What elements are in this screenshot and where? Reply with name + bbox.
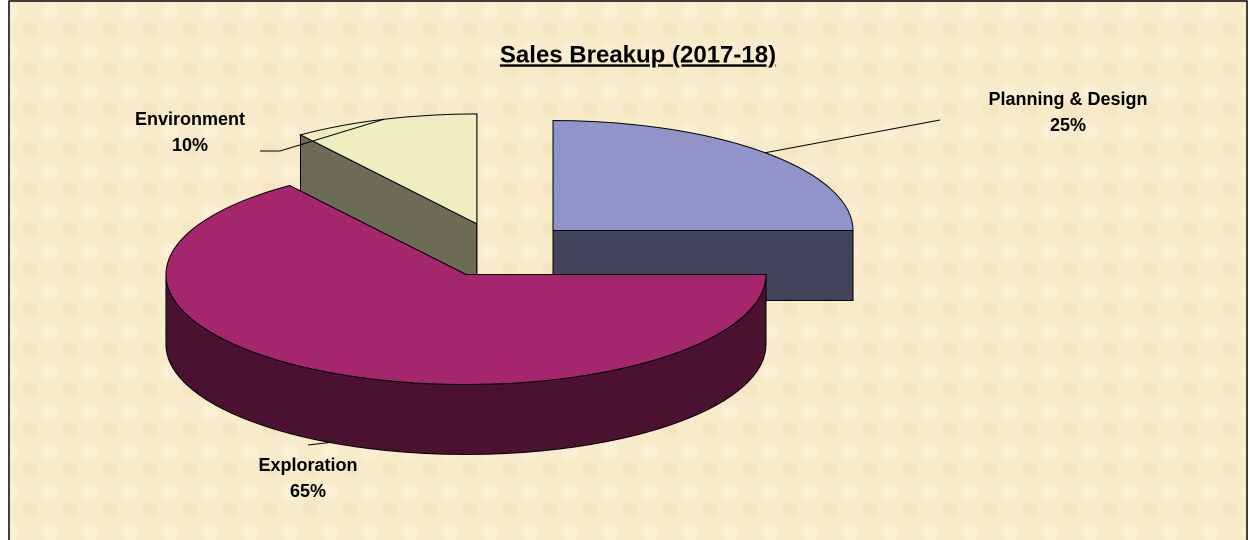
slice bbox=[165, 184, 767, 385]
chart-title: Sales Breakup (2017-18) bbox=[500, 41, 776, 68]
data-label: 65% bbox=[290, 481, 326, 501]
data-label-name: Planning & Design bbox=[988, 89, 1147, 109]
data-label-name: Exploration bbox=[258, 455, 357, 475]
slice bbox=[299, 113, 478, 225]
data-label: 10% bbox=[172, 135, 208, 155]
data-label: 25% bbox=[1050, 115, 1086, 135]
leader-line bbox=[307, 442, 330, 446]
slice bbox=[552, 120, 854, 232]
leader-line bbox=[765, 119, 941, 154]
leader-line bbox=[260, 118, 385, 152]
data-label-name: Environment bbox=[135, 109, 245, 129]
